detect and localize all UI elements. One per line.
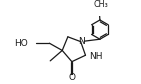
Text: HO: HO [14,39,28,48]
Text: CH₃: CH₃ [93,0,108,9]
Text: O: O [68,73,75,82]
Text: NH: NH [90,52,103,61]
Text: N: N [78,37,85,46]
